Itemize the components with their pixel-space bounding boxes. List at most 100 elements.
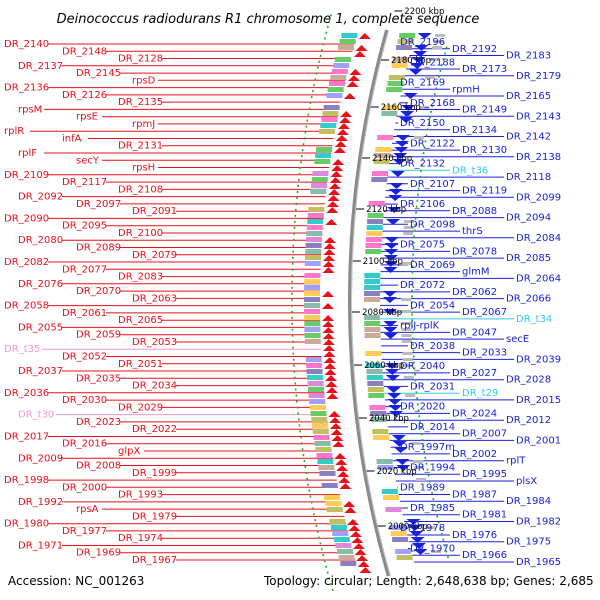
right-gene-label: DR_2099 <box>516 192 561 203</box>
forward-gene-arrow <box>355 45 368 51</box>
forward-gene-arrow <box>325 219 338 225</box>
guide-ring-1 <box>411 46 450 560</box>
forward-gene-arrow <box>322 321 335 327</box>
accession-text: Accession: NC_001263 <box>8 574 144 588</box>
left-gene-label: DR_2080 <box>18 235 63 246</box>
forward-category-band <box>304 339 321 344</box>
forward-category-band <box>307 213 324 218</box>
forward-category-band <box>315 447 332 452</box>
forward-category-band <box>312 423 328 428</box>
left-gene-label: DR_t30 <box>18 410 54 421</box>
right-gene-label: DR_2031 <box>410 381 455 392</box>
forward-category-band <box>321 483 338 488</box>
forward-gene-arrow <box>348 75 360 81</box>
reverse-gene-arrow <box>395 141 410 147</box>
forward-gene-arrow <box>322 315 335 321</box>
left-gene-label: DR_2070 <box>76 286 121 297</box>
forward-gene-arrow <box>340 111 353 117</box>
left-gene-labels: DR_2140 DR_2148 DR_2128 DR_2137 DR_2145 rpsD D… <box>4 39 177 566</box>
reverse-category-band <box>373 435 390 440</box>
left-gene-label: DR_1992 <box>18 497 63 508</box>
left-gene-label: DR_2065 <box>118 315 163 326</box>
reverse-gene-arrow <box>385 363 399 369</box>
left-gene-label: DR_1969 <box>76 548 121 559</box>
reverse-category-band <box>364 285 381 290</box>
reverse-gene-arrow <box>408 69 423 75</box>
reverse-gene-arrow <box>383 255 398 261</box>
reverse-gene-arrow <box>384 249 399 255</box>
forward-category-band <box>307 375 323 380</box>
forward-gene-arrow <box>339 483 352 489</box>
right-gene-label: DR_2094 <box>506 213 551 224</box>
right-gene-label: DR_2118 <box>506 172 551 183</box>
topology-summary: Topology: circular; Length: 2,648,638 bp… <box>263 574 594 588</box>
left-gene-label: DR_2016 <box>62 439 107 450</box>
right-gene-label: secE <box>506 334 529 345</box>
reverse-category-band <box>366 225 383 230</box>
feature-marker <box>401 322 412 325</box>
left-gene-label: DR_2137 <box>18 61 63 72</box>
left-gene-label: DR_2109 <box>4 170 49 181</box>
forward-gene-arrow <box>352 543 365 549</box>
right-gene-label: DR_1978 <box>400 523 445 534</box>
right-gene-label: DR_2179 <box>516 71 561 82</box>
backbone-highlight <box>351 30 391 576</box>
left-gene-label: DR_2100 <box>118 228 163 239</box>
forward-gene-arrow <box>326 387 338 393</box>
feature-marker <box>403 232 414 235</box>
feature-marker <box>435 34 445 37</box>
reverse-gene-arrow <box>417 33 432 39</box>
forward-gene-arrow <box>335 135 348 141</box>
left-gene-label: secY <box>76 155 100 166</box>
reverse-category-band <box>370 417 387 422</box>
right-gene-label: DR_1981 <box>462 510 507 521</box>
forward-gene-arrow <box>330 429 343 435</box>
reverse-category-band <box>366 363 382 368</box>
forward-category-band <box>307 381 324 386</box>
forward-category-band <box>304 321 321 326</box>
tick-label: 2180 kbp <box>391 56 431 66</box>
forward-category-band <box>324 495 341 500</box>
forward-gene-arrow <box>329 423 342 429</box>
feature-marker <box>431 550 441 553</box>
reverse-gene-arrow <box>403 93 418 99</box>
right-gene-label: DR_t29 <box>462 388 498 399</box>
reverse-category-band <box>364 327 381 332</box>
right-gene-label: DR_2020 <box>400 402 445 413</box>
reverse-category-band <box>366 369 383 374</box>
forward-gene-arrow <box>325 375 337 381</box>
forward-gene-arrow <box>324 363 337 369</box>
forward-category-band <box>339 39 356 44</box>
reverse-category-band <box>382 105 399 110</box>
feature-marker <box>414 466 425 469</box>
left-gene-label: DR_1967 <box>132 555 177 566</box>
reverse-gene-arrow <box>383 291 397 297</box>
reverse-category-band <box>376 459 393 464</box>
right-gene-label: DR_2138 <box>516 152 561 163</box>
left-gene-label: rpmJ <box>132 119 155 130</box>
forward-category-band <box>341 33 358 38</box>
right-gene-label: DR_2039 <box>516 354 561 365</box>
reverse-gene-arrow <box>383 333 398 339</box>
left-gene-label: DR_1998 <box>4 475 49 486</box>
reverse-category-band <box>364 291 380 296</box>
forward-category-band <box>329 519 346 524</box>
forward-category-band <box>321 117 338 122</box>
right-gene-label: thrS <box>462 226 483 237</box>
reverse-gene-arrow <box>413 51 427 57</box>
right-gene-label: rplJ-rplK <box>400 321 440 332</box>
reverse-category-band <box>367 387 384 392</box>
reverse-gene-arrow <box>384 237 399 243</box>
reverse-category-band <box>370 411 387 416</box>
tick-layer: 2200 kbp 2180 kbp 2160 kbp 2140 kbp 2120 kbp… <box>352 7 444 532</box>
reverse-category-band <box>365 351 382 356</box>
left-gene-label: DR_2051 <box>118 359 163 370</box>
reverse-gene-arrow <box>393 447 408 453</box>
reverse-gene-arrow <box>394 147 409 153</box>
right-gene-label: rplT <box>506 456 526 467</box>
forward-gene-arrow <box>322 333 335 339</box>
feature-marker <box>401 340 412 343</box>
left-gene-label: DR_2053 <box>132 337 177 348</box>
forward-category-band <box>320 123 337 128</box>
forward-gene-arrow <box>322 327 335 333</box>
